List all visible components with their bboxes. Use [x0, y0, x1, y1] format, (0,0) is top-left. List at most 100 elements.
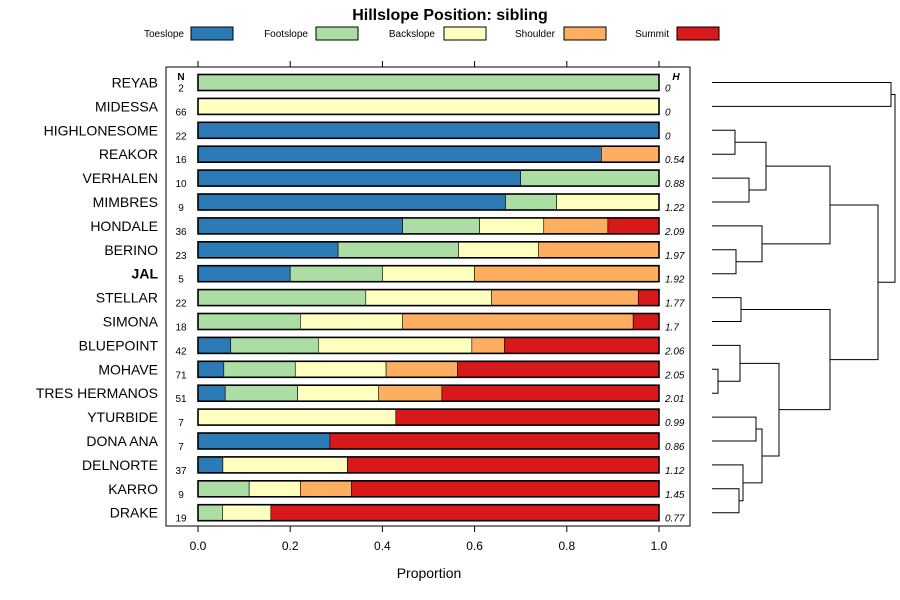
- bar-segment-footslope: [223, 360, 296, 378]
- row-label: BLUEPOINT: [79, 337, 159, 353]
- bar-segment-toeslope: [197, 384, 226, 402]
- row-label: KARRO: [108, 481, 158, 497]
- bar-outline: [197, 288, 660, 307]
- row-n-value: 2: [178, 84, 184, 95]
- legend-label-summit: Summit: [635, 29, 669, 40]
- row-n-value: 37: [175, 466, 187, 477]
- plot-area: 0.0 0.2 0.4 0.6 0.8 1.0 N H REYAB 2 0 MIDESSA 66 0 HIG…: [36, 61, 691, 553]
- bar-segment-backslope: [294, 360, 387, 378]
- legend-label-toeslope: Toeslope: [144, 29, 184, 40]
- bar-outline: [197, 73, 660, 92]
- bar-segment-summit: [632, 313, 660, 330]
- row-h-value: 0.86: [665, 442, 685, 453]
- row-h-value: 0: [665, 84, 671, 95]
- bar-segment-toeslope: [197, 169, 522, 187]
- legend-swatch-shoulder: [563, 26, 607, 41]
- bar-segment-toeslope: [197, 217, 403, 235]
- row-label: REYAB: [112, 75, 158, 91]
- row-label: STELLAR: [96, 290, 158, 306]
- bar-segment-footslope: [230, 337, 319, 354]
- bar-segment-shoulder: [538, 241, 660, 259]
- bar-segment-summit: [457, 360, 660, 378]
- dendro-branch: [743, 428, 763, 484]
- legend-swatch-footslope: [315, 26, 359, 41]
- bar-outline: [197, 360, 660, 379]
- row-label: DRAKE: [110, 505, 158, 521]
- bar-segment-shoulder: [491, 289, 639, 306]
- bar-outline: [197, 503, 660, 522]
- dendro-branch: [712, 297, 742, 322]
- bar-segment-footslope: [197, 313, 301, 330]
- bar-segment-footslope: [505, 193, 557, 211]
- bar-segment-backslope: [197, 408, 397, 426]
- row-label: VERHALEN: [83, 170, 158, 186]
- row-h-value: 2.05: [664, 370, 685, 381]
- bar-segment-backslope: [222, 456, 348, 474]
- h-header: H: [672, 72, 680, 83]
- row-label: HIGHLONESOME: [44, 122, 158, 138]
- bar-segment-summit: [637, 289, 660, 306]
- legend-label-backslope: Backslope: [389, 29, 436, 40]
- row-h-value: 0.77: [665, 514, 685, 525]
- row-n-value: 22: [175, 131, 187, 142]
- bar-segment-summit: [441, 384, 660, 402]
- bar-segment-shoulder: [402, 313, 634, 330]
- row-n-value: 66: [175, 107, 187, 118]
- bar-segment-summit: [351, 480, 660, 498]
- row-label: TRES HERMANOS: [36, 385, 158, 401]
- row-h-value: 1.45: [665, 490, 685, 501]
- row-n-value: 16: [175, 155, 187, 166]
- row-n-value: 7: [178, 418, 184, 429]
- dendro-branch: [878, 93, 896, 283]
- row-h-value: 0.99: [665, 418, 685, 429]
- row-n-value: 42: [175, 346, 187, 357]
- row-h-value: 2.01: [664, 394, 684, 405]
- bar-segment-shoulder: [378, 384, 443, 402]
- row-h-value: 1.22: [665, 203, 685, 214]
- row-n-value: 9: [178, 203, 184, 214]
- bar-segment-backslope: [197, 98, 660, 115]
- x-tick-label: 1.0: [651, 539, 668, 553]
- bar-segment-footslope: [337, 241, 459, 259]
- bar-segment-shoulder: [543, 217, 609, 235]
- bar-segment-backslope: [248, 480, 301, 498]
- bar-segment-shoulder: [601, 145, 660, 163]
- bar-segment-footslope: [197, 504, 223, 522]
- n-header: N: [177, 72, 184, 83]
- bar-segment-toeslope: [197, 122, 660, 139]
- dendro-branch: [735, 141, 767, 191]
- chart-title: Hillslope Position: sibling: [352, 7, 548, 24]
- bar-segment-footslope: [197, 289, 367, 306]
- x-axis-title: Proportion: [397, 565, 462, 581]
- plot-frame: [165, 66, 691, 527]
- bar-segment-footslope: [520, 169, 660, 187]
- row-label: MOHAVE: [98, 361, 158, 377]
- dendro-branch: [712, 416, 757, 442]
- row-h-value: 0.54: [665, 155, 685, 166]
- dendro-branch: [712, 488, 740, 514]
- legend-swatch-toeslope: [190, 26, 234, 41]
- bar-outline: [197, 145, 660, 163]
- dendro-branch: [712, 368, 719, 394]
- row-h-value: 1.12: [665, 466, 685, 477]
- bar-outline: [197, 264, 660, 283]
- row-h-value: 2.09: [664, 227, 685, 238]
- row-h-value: 0: [665, 107, 671, 118]
- bar-segment-backslope: [556, 193, 660, 211]
- bar-outline: [197, 384, 660, 403]
- bar-segment-summit: [395, 408, 660, 426]
- bar-segment-toeslope: [197, 193, 506, 211]
- row-n-value: 9: [178, 490, 184, 501]
- bar-segment-footslope: [289, 265, 383, 283]
- legend: Toeslope Footslope Backslope Shoulder Summit: [144, 26, 720, 41]
- x-tick-label: 0.6: [466, 539, 483, 553]
- bar-segment-backslope: [318, 337, 473, 354]
- bar-segment-backslope: [222, 504, 272, 522]
- bar-segment-footslope: [224, 384, 298, 402]
- row-label: REAKOR: [99, 146, 158, 162]
- row-n-value: 51: [175, 394, 187, 405]
- row-label: HONDALE: [90, 218, 158, 234]
- dendro-branch: [740, 362, 780, 457]
- row-h-value: 0: [665, 131, 671, 142]
- bar-segment-toeslope: [197, 432, 331, 450]
